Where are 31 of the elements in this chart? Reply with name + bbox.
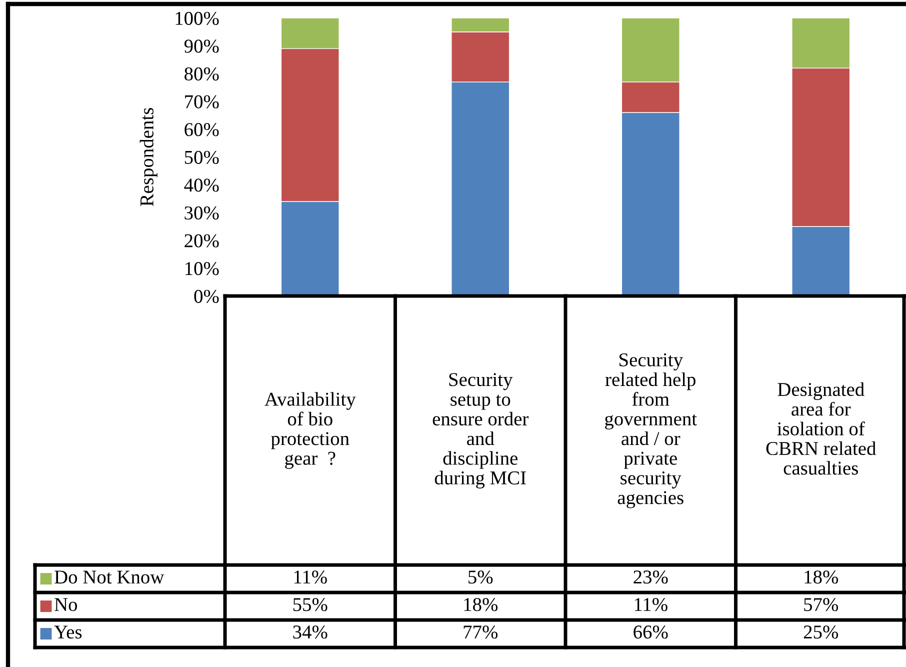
legend-label: No [54, 598, 78, 612]
x-tick-label: Security setup to ensure order and discipline during MCI [432, 373, 529, 488]
data-label: 18% [464, 598, 498, 612]
legend-label: Do Not Know [54, 570, 164, 584]
x-tick-label: Availability of bio protection gear ? [264, 392, 356, 469]
data-label: 25% [804, 625, 838, 639]
y-tick-label: 30% [184, 206, 219, 220]
data-label: 66% [634, 625, 668, 639]
data-label: 11% [634, 598, 668, 612]
data-label: 34% [293, 625, 328, 639]
y-tick-label: 10% [186, 262, 219, 276]
y-tick-label: 20% [184, 234, 219, 248]
data-label: 11% [294, 570, 327, 584]
y-tick-label: 100% [176, 12, 219, 25]
y-tick-label: 0% [194, 290, 219, 303]
y-tick-label: 50% [184, 150, 219, 164]
y-axis-title: Respondents [140, 108, 158, 206]
data-label: 77% [464, 625, 498, 639]
y-tick-label: 90% [184, 40, 219, 53]
y-tick-label: 80% [184, 67, 219, 81]
data-label: 57% [804, 598, 838, 612]
data-label: 23% [634, 570, 668, 584]
legend-label: Yes [54, 626, 82, 639]
x-tick-label: Security related help from government and / or private security agencies [605, 353, 697, 508]
data-label: 55% [293, 598, 328, 612]
data-label: 5% [468, 570, 493, 584]
y-tick-label: 60% [184, 123, 219, 136]
y-tick-label: 70% [185, 95, 219, 108]
y-tick-label: 40% [184, 178, 219, 192]
data-label: 18% [804, 570, 838, 584]
x-tick-label: Designated area for isolation of CBRN related casualties [766, 382, 876, 475]
